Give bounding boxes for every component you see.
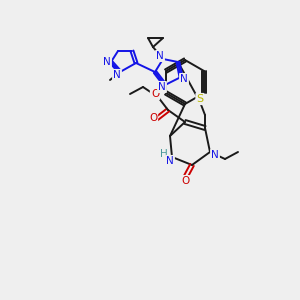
- Text: N: N: [211, 150, 219, 160]
- Text: N: N: [158, 82, 166, 92]
- Text: O: O: [151, 89, 159, 99]
- Text: N: N: [180, 74, 188, 84]
- Text: O: O: [149, 113, 157, 123]
- Text: N: N: [156, 51, 164, 61]
- Text: O: O: [181, 176, 189, 186]
- Text: N: N: [103, 57, 111, 67]
- Text: N: N: [113, 70, 121, 80]
- Text: H: H: [160, 149, 168, 159]
- Text: N: N: [166, 156, 174, 166]
- Text: S: S: [196, 94, 204, 104]
